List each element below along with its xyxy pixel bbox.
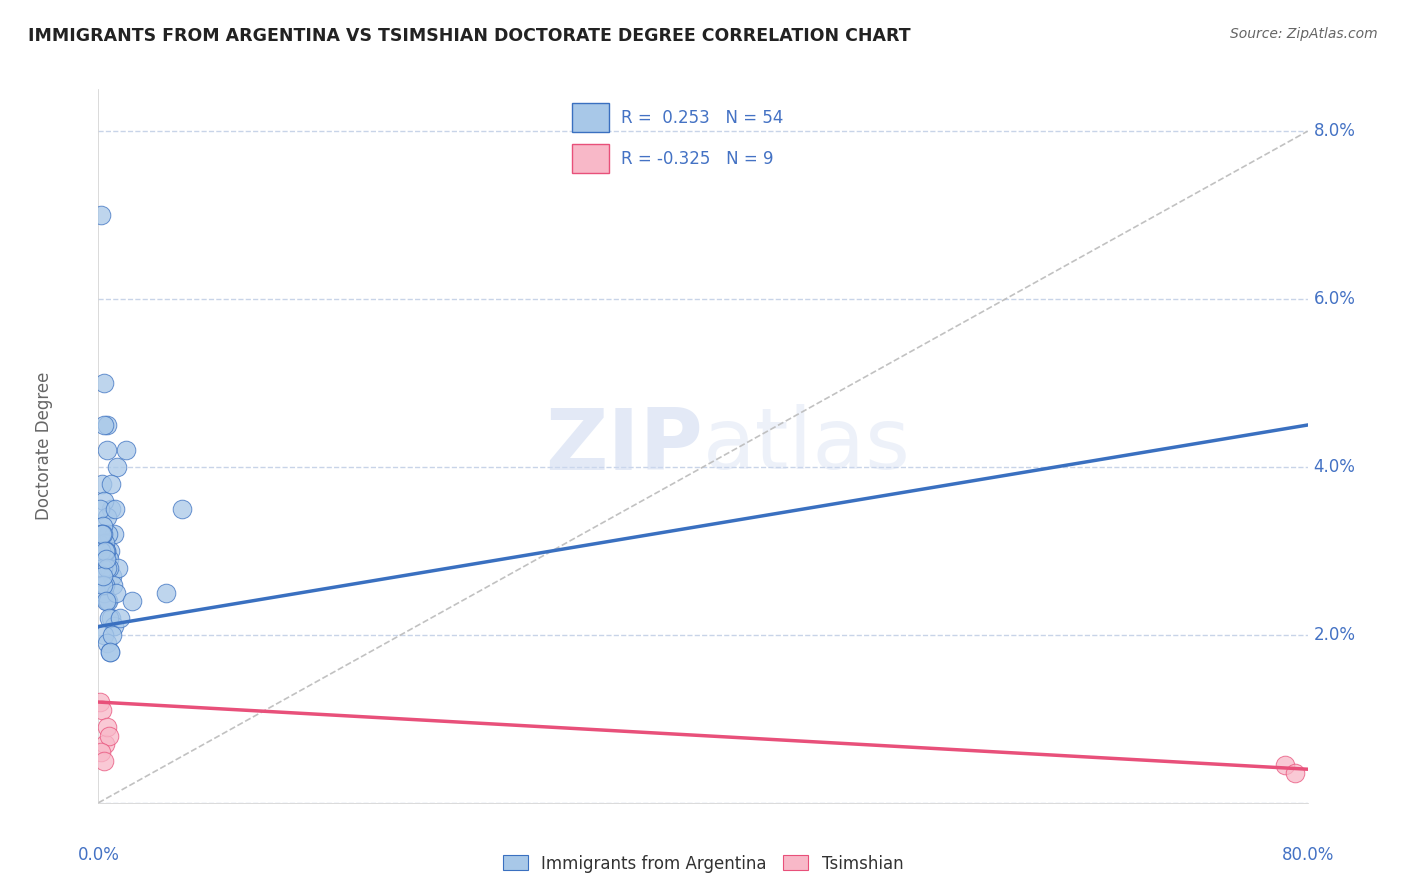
Point (96, 720, 118, 734)
Text: R =  0.253   N = 54: R = 0.253 N = 54 (621, 109, 783, 127)
Point (101, 628, 124, 642)
Point (155, 586, 177, 600)
Point (96, 560, 118, 574)
Point (96, 417, 118, 432)
Text: 8.0%: 8.0% (1313, 122, 1355, 140)
Legend: Immigrants from Argentina, Tsimshian: Immigrants from Argentina, Tsimshian (496, 848, 910, 880)
Point (94, 552, 117, 566)
Point (91, 527, 114, 541)
Point (93, 754, 115, 768)
Text: R = -0.325   N = 9: R = -0.325 N = 9 (621, 150, 773, 168)
Point (89, 695, 111, 709)
Bar (572, 103, 609, 132)
Text: 4.0%: 4.0% (1313, 458, 1355, 476)
Point (94, 737, 117, 751)
Point (98, 645, 121, 659)
Point (98, 544, 121, 558)
Point (90, 544, 112, 558)
Point (98, 552, 121, 566)
Point (97, 594, 120, 608)
Point (90, 208, 112, 222)
Point (98, 645, 121, 659)
Point (97, 527, 120, 541)
Point (96, 594, 118, 608)
Text: Doctorate Degree: Doctorate Degree (35, 372, 53, 520)
Point (91, 703, 114, 717)
Text: ZIP: ZIP (546, 404, 703, 488)
Point (90, 527, 112, 541)
Text: atlas: atlas (703, 404, 911, 488)
Point (91, 569, 114, 583)
Point (90, 527, 112, 541)
Point (94, 544, 117, 558)
Point (101, 569, 124, 583)
Point (96, 443, 118, 458)
Text: 80.0%: 80.0% (1281, 846, 1334, 863)
Point (101, 577, 124, 591)
Bar (572, 144, 609, 173)
Point (93, 417, 115, 432)
Point (100, 476, 122, 491)
Point (91, 476, 114, 491)
Point (121, 594, 143, 608)
Point (96, 510, 118, 524)
Point (91, 518, 114, 533)
Point (100, 502, 122, 516)
Point (103, 527, 125, 541)
Point (94, 535, 117, 549)
Point (89, 502, 111, 516)
Point (114, 443, 136, 458)
Point (93, 376, 115, 390)
Point (103, 619, 125, 633)
Point (93, 586, 115, 600)
Point (96, 636, 118, 650)
Point (100, 611, 122, 625)
Text: IMMIGRANTS FROM ARGENTINA VS TSIMSHIAN DOCTORATE DEGREE CORRELATION CHART: IMMIGRANTS FROM ARGENTINA VS TSIMSHIAN D… (28, 27, 911, 45)
Point (93, 628, 115, 642)
Point (105, 460, 128, 475)
Point (104, 586, 127, 600)
Point (98, 560, 121, 574)
Point (94, 544, 117, 558)
Text: 2.0%: 2.0% (1313, 626, 1355, 644)
Text: 0.0%: 0.0% (77, 846, 120, 863)
Point (96, 594, 118, 608)
Point (94, 544, 117, 558)
Point (98, 729, 121, 743)
Point (93, 493, 115, 508)
Point (91, 560, 114, 574)
Point (91, 577, 114, 591)
Point (1284, 766, 1306, 780)
Point (97, 611, 120, 625)
Text: 6.0%: 6.0% (1313, 290, 1355, 308)
Point (94, 577, 117, 591)
Text: Source: ZipAtlas.com: Source: ZipAtlas.com (1230, 27, 1378, 41)
Point (90, 746, 112, 760)
Point (170, 502, 193, 516)
Point (108, 611, 131, 625)
Point (1274, 758, 1296, 772)
Point (107, 560, 129, 574)
Point (104, 502, 127, 516)
